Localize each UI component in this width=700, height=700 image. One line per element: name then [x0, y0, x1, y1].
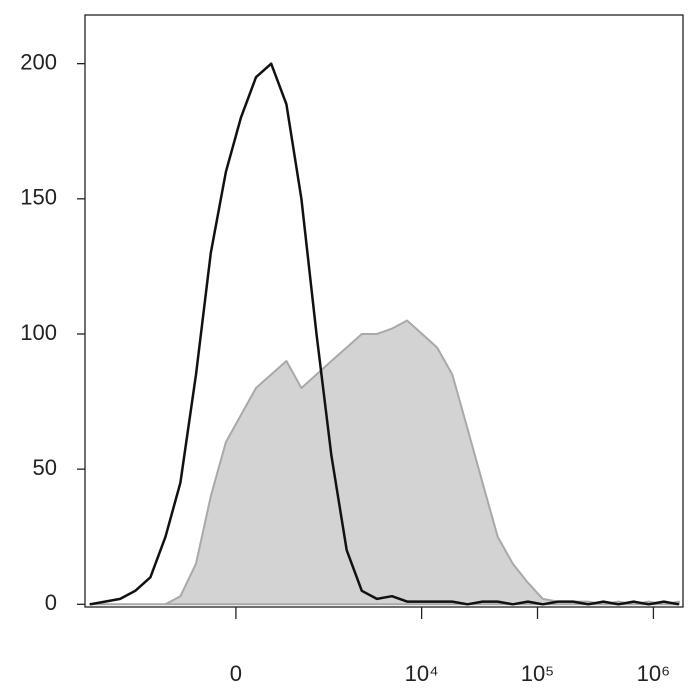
x-tick-label: 10⁶: [637, 661, 671, 686]
y-tick-label: 150: [20, 185, 57, 210]
y-tick-label: 100: [20, 320, 57, 345]
histogram-area: [88, 319, 680, 606]
x-tick-label: 0: [230, 661, 242, 686]
y-tick-label: 200: [20, 49, 57, 74]
y-tick-label: 50: [33, 455, 57, 480]
histogram-line: [89, 62, 680, 606]
plot-frame: [84, 14, 684, 608]
x-tick-label: 10⁴: [405, 661, 439, 686]
y-tick-label: 0: [45, 590, 57, 615]
x-tick-label: 10⁵: [521, 661, 555, 686]
